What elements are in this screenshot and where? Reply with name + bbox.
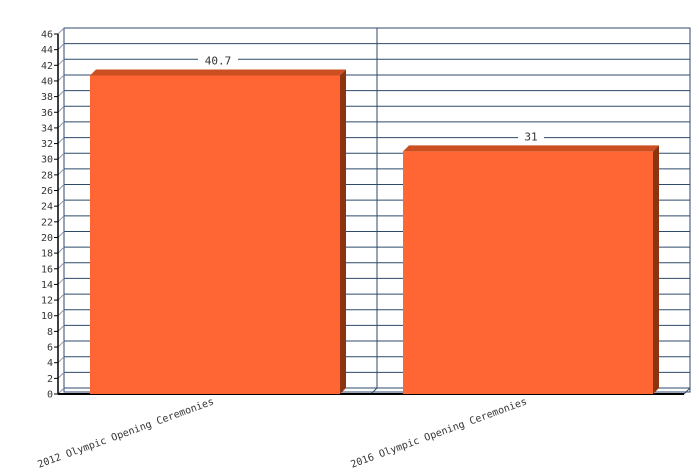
bar-side [653,145,659,394]
y-tick-label: 8 [47,327,53,338]
gridline-side [57,231,65,238]
gridline-side [57,184,65,191]
bar-top [90,69,346,76]
bar [403,151,653,394]
gridline-side [57,371,65,379]
y-tick-label: 38 [41,92,53,103]
gridline-side [57,152,65,160]
gridline-side [57,340,65,348]
y-tick-label: 30 [41,155,53,166]
gridline-side [57,356,65,364]
y-tick-label: 28 [41,170,53,181]
y-tick-label: 12 [41,296,53,307]
gridline-side [57,278,65,285]
y-tick-label: 32 [41,139,53,150]
bar-top [403,145,659,152]
gridline-side [57,105,65,113]
gridline-side [57,43,65,51]
y-tick-label: 36 [41,108,53,119]
y-tick-label: 42 [41,61,53,72]
y-tick-label: 46 [41,30,53,41]
bars [90,69,659,394]
y-tick-label: 40 [41,76,53,87]
bar-side [340,69,346,394]
y-tick-label: 34 [41,123,53,134]
data-label-bg [198,54,238,68]
gridline-side [57,27,65,35]
y-tick-label: 14 [41,280,53,291]
y-tick-label: 26 [41,186,53,197]
data-label: 31 [524,130,537,143]
y-tick-label: 22 [41,217,53,228]
y-tick-label: 10 [41,311,53,322]
gridline-side [57,58,65,66]
gridline-side [57,262,65,270]
data-label-bg [518,130,544,144]
y-tick-label: 18 [41,249,53,260]
gridline-side [57,325,65,332]
x-tick-label: 2016 Olympic Opening Ceremonies [349,396,528,470]
data-label: 40.7 [205,54,232,67]
y-tick-label: 4 [47,358,53,369]
gridline-side [57,215,65,223]
gridline-side [57,137,65,144]
gridline-side [57,168,65,176]
gridline-side [57,309,65,317]
bar [90,75,340,394]
y-tick-label: 44 [41,45,53,56]
y-tick-label: 16 [41,264,53,275]
x-tick-label: 2012 Olympic Opening Ceremonies [36,396,215,470]
y-tick-label: 2 [47,374,53,385]
floor-edge [683,387,691,395]
gridline-side [57,293,65,301]
y-tick-label: 6 [47,343,53,354]
gridline-side [57,199,65,207]
y-tick-label: 0 [47,390,53,401]
gridline-side [57,246,65,254]
y-tick-label: 24 [41,202,53,213]
gridline-side [57,90,65,97]
gridline-side [57,74,65,82]
gridline-side [57,121,65,129]
y-tick-label: 20 [41,233,53,244]
